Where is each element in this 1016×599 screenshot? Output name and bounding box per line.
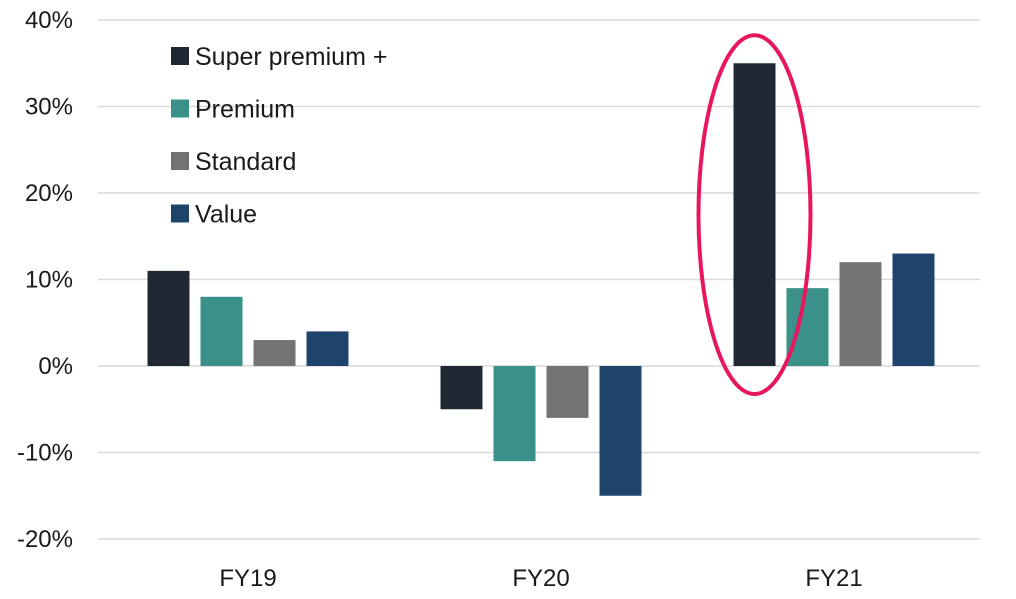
- bar-fy21-standard: [839, 262, 882, 366]
- bar-fy20-premium: [493, 366, 536, 462]
- bar-fy19-premium: [200, 296, 243, 366]
- y-tick-label: -10%: [17, 440, 73, 467]
- y-tick-label: 10%: [25, 267, 73, 294]
- bar-fy20-value: [599, 366, 642, 496]
- legend-label-standard: Standard: [195, 148, 296, 176]
- y-tick-label: -20%: [17, 526, 73, 553]
- y-axis: 40% 30% 20% 10% 0% -10% -20%: [17, 7, 73, 553]
- x-axis: FY19 FY20 FY21: [219, 565, 862, 592]
- gridlines: [98, 19, 980, 540]
- y-tick-label: 40%: [25, 7, 73, 34]
- legend-label-super-premium: Super premium +: [195, 43, 387, 71]
- y-tick-label: 20%: [25, 180, 73, 207]
- bar-fy20-standard: [546, 366, 589, 418]
- legend-swatch-premium: [171, 99, 189, 118]
- annotations: [696, 33, 813, 396]
- bar-fy20-super-premium: [440, 366, 483, 410]
- x-tick-label: FY19: [219, 565, 276, 592]
- bar-fy21-premium: [786, 288, 829, 366]
- legend-label-premium: Premium: [195, 96, 295, 124]
- highlight-ellipse: [696, 33, 813, 396]
- y-tick-label: 0%: [38, 353, 73, 380]
- legend-swatch-super-premium: [171, 47, 189, 65]
- x-tick-label: FY20: [512, 565, 569, 592]
- y-tick-label: 30%: [25, 94, 73, 121]
- legend-swatch-value: [171, 204, 189, 223]
- bar-fy21-value: [892, 253, 935, 366]
- legend-swatch-standard: [171, 152, 189, 170]
- legend: Super premium + Premium Standard Value: [171, 43, 387, 229]
- x-tick-label: FY21: [805, 565, 862, 592]
- legend-label-value: Value: [195, 201, 257, 229]
- bar-fy21-super-premium: [733, 63, 776, 366]
- bar-fy19-standard: [253, 340, 296, 366]
- bar-fy19-value: [306, 331, 349, 366]
- bars: [147, 63, 935, 496]
- bar-fy19-super-premium: [147, 270, 190, 366]
